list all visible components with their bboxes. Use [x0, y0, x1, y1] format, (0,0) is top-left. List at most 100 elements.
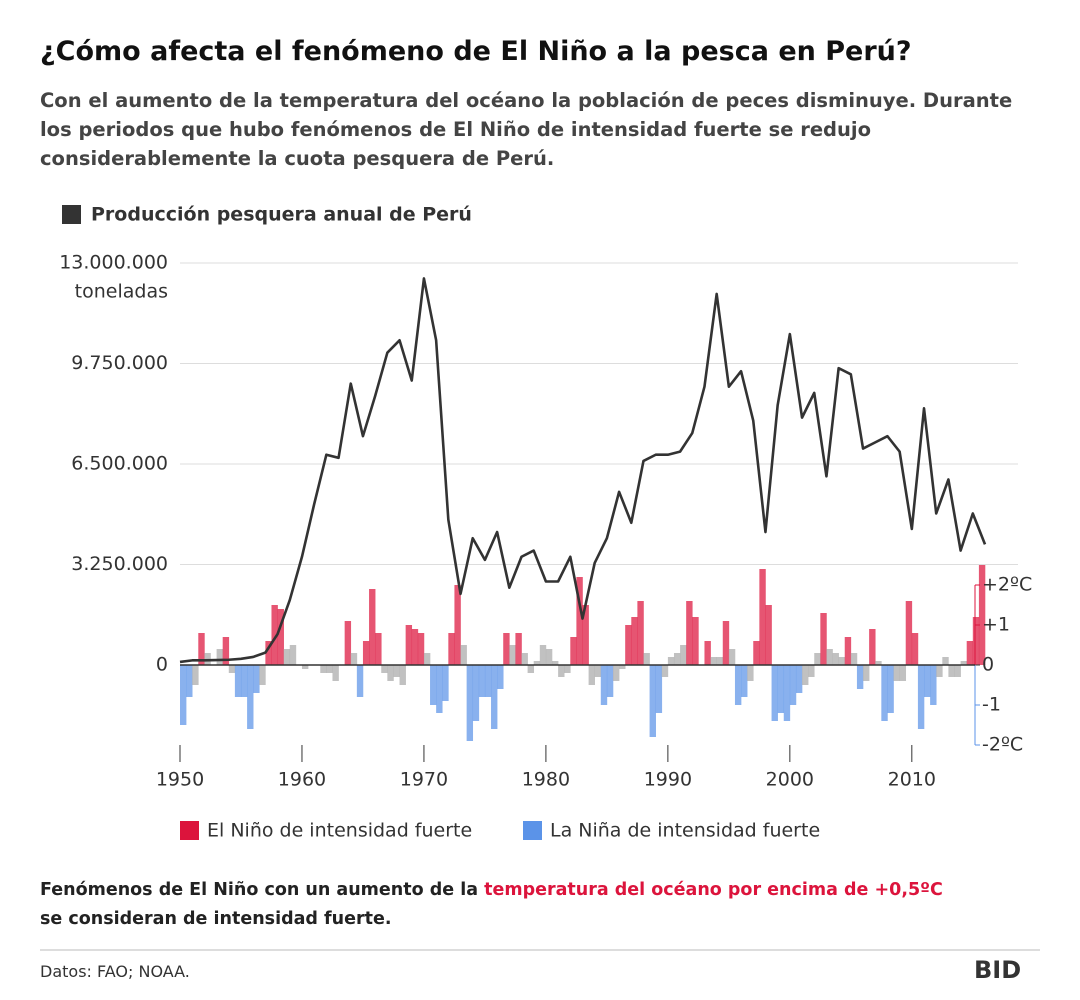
legend-swatch [180, 821, 199, 840]
bar [240, 665, 248, 697]
subtitle: Con el aumento de la temperatura del océ… [40, 89, 1013, 170]
bar [838, 657, 846, 665]
bar [393, 665, 400, 677]
bar [954, 665, 961, 677]
bar [777, 665, 785, 713]
bar [643, 653, 650, 665]
legend-label: El Niño de intensidad fuerte [207, 820, 472, 842]
bar [728, 649, 736, 665]
legend-swatch [62, 205, 81, 224]
bar [820, 613, 827, 665]
note: Fenómenos de El Niño con un aumento de l… [40, 876, 943, 934]
bar [673, 653, 681, 665]
bar [247, 665, 254, 729]
bar [905, 601, 913, 665]
bar [960, 661, 968, 665]
bar [869, 629, 876, 665]
bar [350, 653, 358, 665]
bar [180, 665, 187, 725]
y-tick-label: 9.750.000 [71, 352, 168, 374]
bar [362, 641, 370, 665]
x-tick-label: 2010 [888, 769, 936, 791]
bar [948, 665, 955, 677]
bar [521, 653, 528, 665]
bar [527, 665, 535, 673]
bar [856, 665, 864, 689]
note-text: Fenómenos de El Niño con un aumento de l… [40, 880, 485, 900]
bar [265, 641, 272, 665]
bar [942, 657, 949, 665]
bar [582, 605, 589, 665]
bar [417, 633, 425, 665]
bar [978, 565, 986, 665]
bar [320, 665, 327, 673]
bar [686, 601, 693, 665]
bar [667, 657, 675, 665]
bar [661, 665, 669, 677]
title: ¿Cómo afecta el fenómeno de El Niño a la… [40, 36, 912, 67]
x-tick-label: 1980 [522, 769, 570, 791]
bar [765, 605, 772, 665]
bar [198, 633, 205, 665]
source: Datos: FAO; NOAA. [40, 962, 190, 981]
bar [631, 617, 638, 665]
bar [375, 633, 382, 665]
bar [881, 665, 888, 721]
bar [606, 665, 614, 697]
bar [497, 665, 504, 689]
bar [966, 641, 974, 665]
y2-tick-label: +1 [982, 614, 1010, 636]
bar [545, 649, 553, 665]
bar [454, 585, 461, 665]
bar [917, 665, 925, 729]
legend-label: Producción pesquera anual de Perú [91, 204, 472, 226]
y2-tick-label: +2ºC [982, 574, 1032, 596]
bar [558, 665, 565, 677]
legend-label: La Niña de intensidad fuerte [550, 820, 820, 842]
bar [863, 665, 870, 681]
bar [600, 665, 608, 705]
bar [887, 665, 894, 713]
bar [509, 645, 516, 665]
note-highlight: temperatura del océano por encima de +0,… [484, 880, 943, 900]
bar [795, 665, 803, 693]
bar [759, 569, 766, 665]
bar [832, 653, 839, 665]
bar [436, 665, 443, 713]
bar [814, 653, 821, 665]
bar [472, 665, 480, 721]
bar [301, 665, 309, 669]
y2-tick-label: -1 [982, 694, 1001, 716]
y-tick-label: 3.250.000 [71, 553, 168, 575]
bar [704, 641, 711, 665]
bar [789, 665, 797, 705]
bar [399, 665, 406, 685]
bar [326, 665, 333, 673]
bar [484, 665, 492, 697]
bar [716, 657, 724, 665]
production-line [179, 277, 987, 664]
bar [259, 665, 266, 685]
bar [192, 665, 199, 685]
bar [911, 633, 919, 665]
bar [576, 577, 583, 665]
bar [936, 665, 943, 677]
bar [430, 665, 437, 705]
bar [277, 609, 284, 665]
bar [442, 665, 449, 701]
bar [808, 665, 815, 677]
bar [411, 629, 419, 665]
x-tick-label: 1990 [644, 769, 692, 791]
y-tick-label: 6.500.000 [71, 453, 168, 475]
bar [893, 665, 900, 681]
bar [972, 617, 980, 665]
x-tick-label: 1970 [400, 769, 448, 791]
bar [692, 617, 699, 665]
note-text: se consideran de intensidad fuerte. [40, 909, 392, 929]
bar [423, 653, 431, 665]
bar [783, 665, 791, 721]
bar [612, 665, 620, 681]
bar [753, 641, 760, 665]
bar [741, 665, 748, 697]
bar [850, 653, 858, 665]
